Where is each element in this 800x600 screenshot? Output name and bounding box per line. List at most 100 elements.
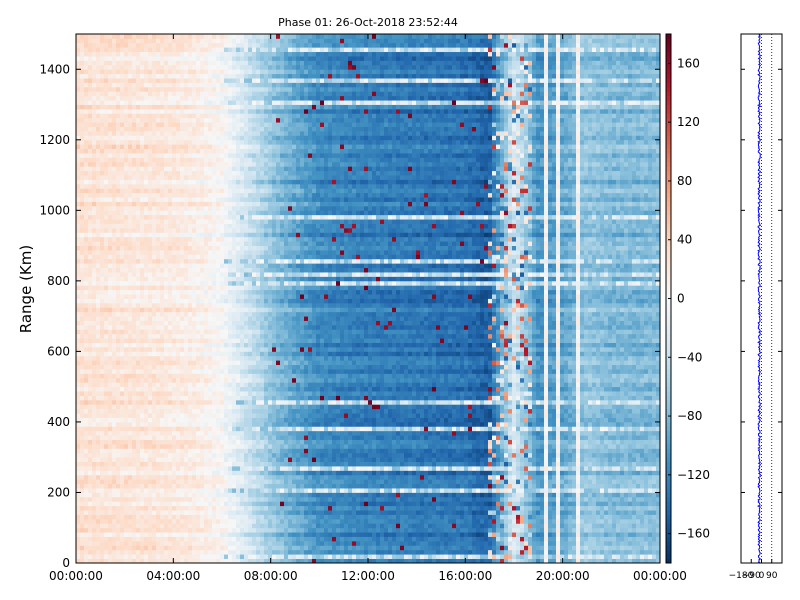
heatmap-cell <box>104 42 109 48</box>
heatmap-cell <box>156 382 161 388</box>
heatmap-cell <box>92 232 97 238</box>
heatmap-cell <box>144 377 149 383</box>
heatmap-cell <box>96 73 101 79</box>
heatmap-cell <box>184 386 189 392</box>
heatmap-cell <box>224 201 229 207</box>
heatmap-cell <box>184 267 189 273</box>
heatmap-cell <box>172 148 177 154</box>
heatmap-cell <box>92 342 97 348</box>
heatmap-cell <box>240 258 245 264</box>
heatmap-cell <box>76 201 81 207</box>
heatmap-cell <box>148 333 153 339</box>
heatmap-cell <box>160 333 165 339</box>
heatmap-cell <box>140 219 145 224</box>
heatmap-cell <box>132 126 137 132</box>
heatmap-cell <box>128 56 133 61</box>
heatmap-cell <box>164 148 169 154</box>
heatmap-cell <box>208 523 213 529</box>
heatmap-cell <box>140 395 145 401</box>
heatmap-cell <box>140 369 145 374</box>
heatmap-cell <box>168 241 173 246</box>
heatmap-cell <box>176 64 181 70</box>
heatmap-cell <box>188 399 193 405</box>
heatmap-cell <box>188 223 193 229</box>
heatmap-cell <box>120 470 125 476</box>
heatmap-cell <box>160 47 165 53</box>
heatmap-cell <box>200 135 205 141</box>
heatmap-cell <box>160 69 165 75</box>
heatmap-cell <box>132 404 137 410</box>
heatmap-cell <box>228 91 233 97</box>
heatmap-cell <box>128 276 133 282</box>
heatmap-cell <box>88 91 93 97</box>
heatmap-cell <box>120 457 125 463</box>
heatmap-cell <box>104 316 109 321</box>
heatmap-cell <box>140 183 145 189</box>
heatmap-cell <box>180 161 185 167</box>
heatmap-cell <box>156 47 161 53</box>
heatmap-cell <box>208 42 213 48</box>
heatmap-cell <box>132 448 137 454</box>
heatmap-cell <box>212 166 217 172</box>
heatmap-cell <box>216 179 221 185</box>
heatmap-cell <box>120 545 125 551</box>
heatmap-cell <box>148 148 153 154</box>
heatmap-cell <box>232 135 237 141</box>
heatmap-cell <box>200 307 205 313</box>
heatmap-cell <box>180 386 185 392</box>
heatmap-cell <box>196 351 201 357</box>
heatmap-cell <box>144 346 149 352</box>
heatmap-cell <box>144 395 149 401</box>
heatmap-cell <box>92 285 97 291</box>
heatmap-cell <box>132 430 137 436</box>
heatmap-cell <box>80 254 85 260</box>
heatmap-cell <box>168 267 173 273</box>
heatmap-cell <box>152 219 157 224</box>
heatmap-cell <box>120 56 125 61</box>
heatmap-cell <box>80 430 85 436</box>
heatmap-cell <box>88 386 93 392</box>
heatmap-cell <box>116 258 121 264</box>
heatmap-cell <box>120 527 125 533</box>
heatmap-cell <box>188 73 193 79</box>
heatmap-cell <box>88 404 93 410</box>
heatmap-cell <box>232 201 237 207</box>
heatmap-cell <box>176 135 181 141</box>
heatmap-cell <box>200 161 205 167</box>
heatmap-cell <box>124 280 129 286</box>
heatmap-cell <box>132 302 137 308</box>
heatmap-cell <box>144 267 149 273</box>
heatmap-cell <box>92 130 97 136</box>
heatmap-cell <box>172 201 177 207</box>
heatmap-cell <box>100 545 105 551</box>
heatmap-cell <box>236 324 241 330</box>
heatmap-cell <box>224 298 229 304</box>
heatmap-cell <box>180 192 185 198</box>
heatmap-cell <box>220 161 225 167</box>
heatmap-cell <box>104 377 109 383</box>
heatmap-cell <box>208 108 213 114</box>
heatmap-cell <box>192 355 197 361</box>
heatmap-cell <box>220 122 225 127</box>
heatmap-cell <box>228 100 233 105</box>
heatmap-cell <box>216 192 221 198</box>
heatmap-cell <box>172 285 177 291</box>
heatmap-cell <box>128 78 133 83</box>
heatmap-cell <box>148 536 153 542</box>
heatmap-cell <box>136 452 141 458</box>
heatmap-cell <box>156 188 161 194</box>
heatmap-cell <box>96 391 101 396</box>
heatmap-cell <box>228 175 233 180</box>
heatmap-cell <box>196 73 201 79</box>
heatmap-cell <box>220 364 225 370</box>
heatmap-cell <box>180 523 185 529</box>
heatmap-cell <box>156 179 161 185</box>
heatmap-cell <box>116 104 121 110</box>
heatmap-cell <box>156 108 161 114</box>
heatmap-cell <box>116 457 121 463</box>
heatmap-cell <box>192 126 197 132</box>
heatmap-cell <box>76 38 81 44</box>
heatmap-cell <box>156 505 161 511</box>
heatmap-cell <box>144 430 149 436</box>
heatmap-cell <box>144 554 149 559</box>
